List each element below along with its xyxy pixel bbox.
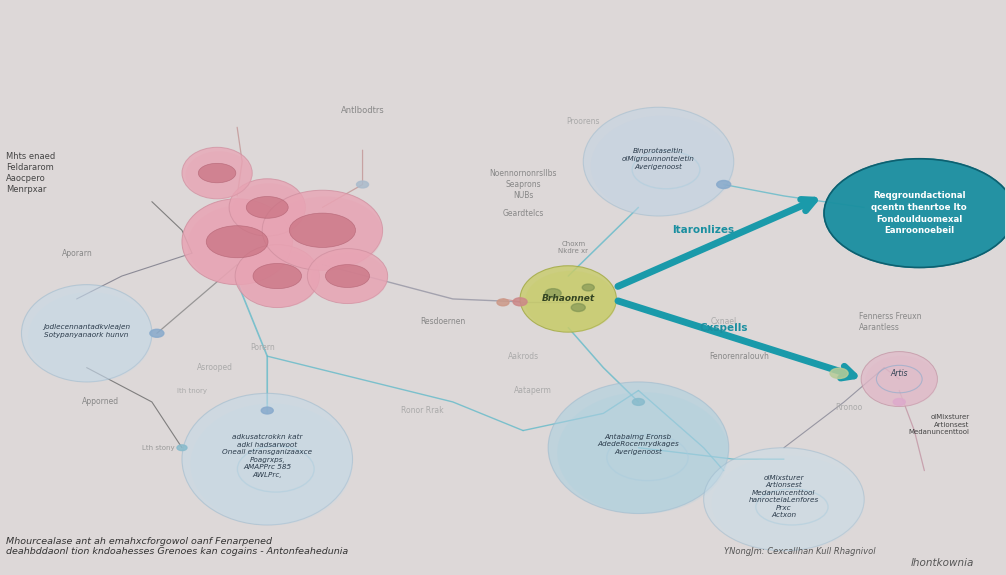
Ellipse shape: [206, 226, 268, 258]
Text: Antlbodtrs: Antlbodtrs: [341, 106, 384, 114]
Ellipse shape: [591, 116, 733, 216]
Circle shape: [545, 289, 561, 298]
Text: Rronoo: Rronoo: [836, 403, 863, 412]
Ellipse shape: [21, 285, 152, 382]
Circle shape: [830, 368, 848, 378]
Text: Apporned: Apporned: [81, 397, 119, 407]
Text: Antabaimg Eronsb
AdedeRocemrydkages
Averigenoost: Antabaimg Eronsb AdedeRocemrydkages Aver…: [598, 434, 679, 455]
Text: YNongJm: Cexcallhan Kull Rhagnivol: YNongJm: Cexcallhan Kull Rhagnivol: [723, 547, 875, 557]
Text: Binprotaseltin
olMigrounnonteletin
Averigenoost: Binprotaseltin olMigrounnonteletin Averi…: [622, 148, 695, 170]
Text: Fenorenralouvh: Fenorenralouvh: [709, 352, 769, 361]
Ellipse shape: [269, 197, 382, 270]
Ellipse shape: [525, 271, 617, 332]
Text: Cxnael: Cxnael: [710, 317, 736, 327]
Text: Ronor Rrak: Ronor Rrak: [401, 406, 444, 415]
Text: Noennornonrsllbs
Seaprons
NUBs: Noennornonrsllbs Seaprons NUBs: [489, 169, 556, 200]
Circle shape: [356, 181, 368, 188]
Ellipse shape: [182, 393, 352, 525]
Ellipse shape: [253, 263, 302, 289]
Text: Fennerss Freuxn
Aarantless: Fennerss Freuxn Aarantless: [859, 312, 921, 332]
Text: lhontkownia: lhontkownia: [911, 558, 975, 568]
Ellipse shape: [290, 213, 355, 247]
Ellipse shape: [187, 205, 293, 285]
Text: Mhourcealase ant ah emahxcforgowol oanf Fenarpened
deahbddaonl tion kndoahesses : Mhourcealase ant ah emahxcforgowol oanf …: [6, 537, 349, 557]
Ellipse shape: [520, 266, 617, 332]
Circle shape: [571, 304, 585, 312]
Text: olMixsturer
Artionsest
Medanuncenttool: olMixsturer Artionsest Medanuncenttool: [908, 415, 970, 435]
Ellipse shape: [308, 248, 387, 304]
Text: olMixsturer
Artionsest
Medanuncenttool
hanroctelaLenfores
Prxc
Actxon: olMixsturer Artionsest Medanuncenttool h…: [748, 475, 819, 519]
Text: Aataperm: Aataperm: [514, 386, 552, 395]
Ellipse shape: [865, 356, 938, 407]
Text: Aakrods: Aakrods: [507, 352, 538, 361]
Text: Asrooped: Asrooped: [197, 363, 233, 372]
Ellipse shape: [185, 151, 253, 199]
Text: Artis: Artis: [890, 369, 908, 378]
Text: Aporarn: Aporarn: [61, 248, 93, 258]
Text: Brhaonnet: Brhaonnet: [541, 294, 595, 304]
Ellipse shape: [182, 147, 253, 199]
Ellipse shape: [583, 108, 733, 216]
Ellipse shape: [548, 382, 728, 513]
Text: ltaronlizes: ltaronlizes: [673, 225, 734, 235]
Ellipse shape: [198, 163, 235, 183]
Circle shape: [716, 181, 730, 189]
Circle shape: [262, 407, 274, 414]
Ellipse shape: [263, 190, 382, 270]
Circle shape: [582, 284, 595, 291]
Ellipse shape: [246, 197, 288, 218]
Ellipse shape: [190, 404, 352, 526]
Ellipse shape: [312, 253, 387, 304]
Circle shape: [893, 398, 905, 405]
Ellipse shape: [28, 292, 152, 382]
Text: Choxm
Nkdre xr: Choxm Nkdre xr: [558, 241, 589, 254]
Text: Reqgroundactional
qcentn thenrtoe lto
Fondoulduomexal
Eanroonoebeil: Reqgroundactional qcentn thenrtoe lto Fo…: [871, 191, 967, 235]
Text: Porern: Porern: [249, 343, 275, 352]
Ellipse shape: [325, 264, 369, 288]
Ellipse shape: [557, 392, 728, 514]
Text: Resdoernen: Resdoernen: [421, 317, 466, 327]
Text: Lth stony: Lth stony: [142, 444, 174, 451]
Ellipse shape: [229, 179, 306, 236]
Circle shape: [150, 329, 164, 338]
Circle shape: [513, 298, 527, 306]
Text: Cxspells: Cxspells: [699, 323, 747, 332]
Ellipse shape: [239, 250, 320, 308]
Ellipse shape: [233, 183, 306, 236]
Ellipse shape: [235, 244, 320, 308]
Ellipse shape: [703, 448, 864, 551]
Text: Mhts enaed
Feldararom
Aaocpero
Menrpxar: Mhts enaed Feldararom Aaocpero Menrpxar: [6, 152, 55, 194]
Text: Proorens: Proorens: [566, 117, 600, 126]
Circle shape: [824, 159, 1006, 267]
Ellipse shape: [711, 456, 864, 551]
Circle shape: [177, 445, 187, 451]
Ellipse shape: [182, 199, 293, 285]
Text: Geardtelcs: Geardtelcs: [502, 209, 544, 217]
Circle shape: [633, 398, 645, 405]
Text: adkusatcrokkn katr
adkl hadsarwoot
Oneall etransganizaaxce
Poagrxps,
AMAPPrc 585: adkusatcrokkn katr adkl hadsarwoot Oneal…: [222, 434, 312, 478]
Ellipse shape: [861, 351, 938, 407]
Circle shape: [497, 299, 509, 306]
Text: Jodlecennantadkvleajen
Sotypanyanaork hunvn: Jodlecennantadkvleajen Sotypanyanaork hu…: [43, 324, 130, 338]
Text: lth tnory: lth tnory: [177, 388, 207, 393]
